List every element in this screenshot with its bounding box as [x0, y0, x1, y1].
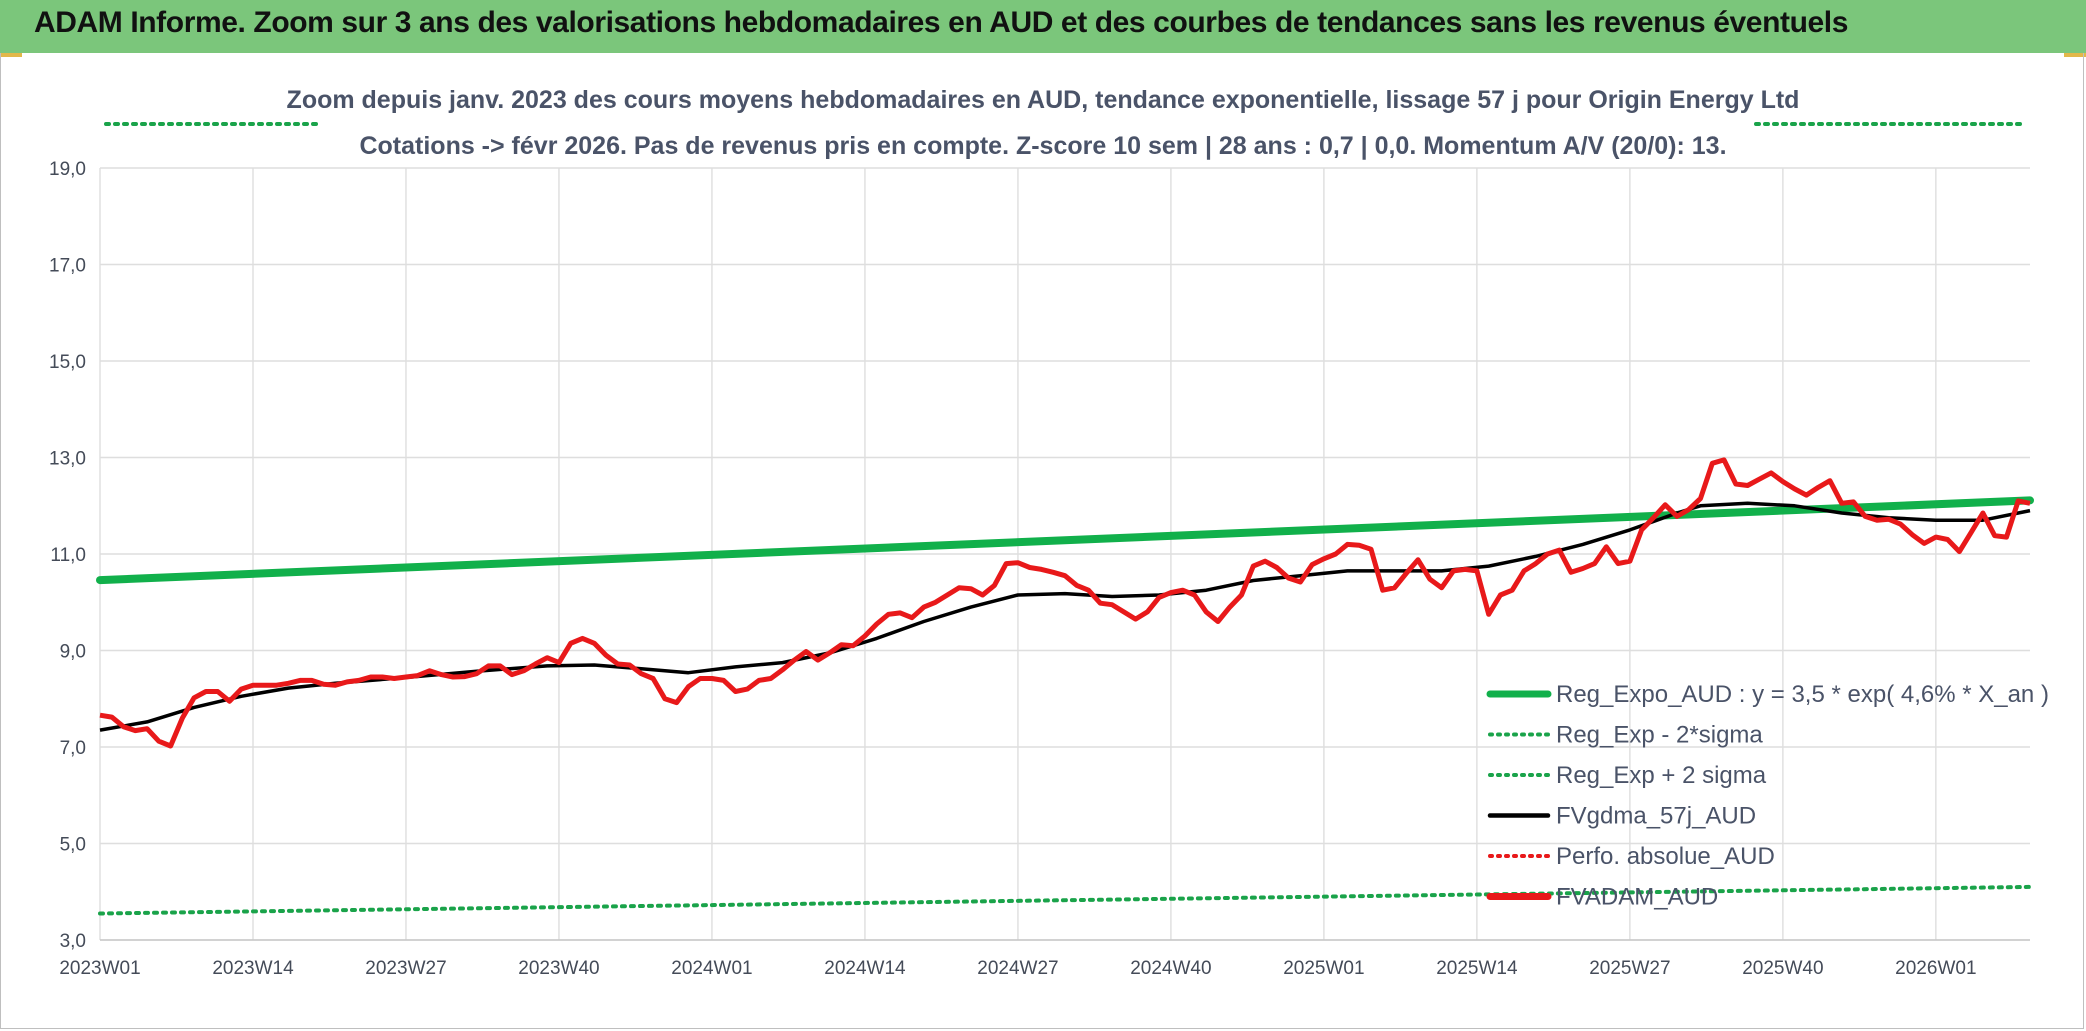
- y-tick-label: 19,0: [49, 159, 86, 180]
- x-tick-label: 2024W40: [1130, 958, 1211, 979]
- legend-item: FVgdma_57j_AUD: [1487, 803, 1756, 830]
- series-reg-expo: [96, 496, 2034, 585]
- x-tick-label: 2023W27: [365, 958, 446, 979]
- x-axis: 2023W01 2023W14 2023W27 2023W40 2024W01 2024W…: [59, 939, 2030, 979]
- header-accent-right: [2064, 53, 2086, 57]
- legend-item: Reg_Expo_AUD : y = 3,5 * exp( 4,6% * X_a…: [1486, 681, 2049, 708]
- x-tick-label: 2023W40: [518, 958, 599, 979]
- x-tick-label: 2024W14: [824, 958, 906, 979]
- header-bar: ADAM Informe. Zoom sur 3 ans des valoris…: [0, 0, 2086, 57]
- y-tick-label: 9,0: [60, 642, 86, 663]
- legend-item: Reg_Exp - 2*sigma: [1488, 722, 1763, 749]
- x-tick-label: 2025W40: [1742, 958, 1823, 979]
- x-tick-label: 2025W14: [1436, 958, 1518, 979]
- chart-subtitle-line-1: Zoom depuis janv. 2023 des cours moyens …: [287, 86, 1800, 114]
- y-tick-label: 15,0: [49, 352, 86, 373]
- legend-label: FVgdma_57j_AUD: [1556, 803, 1756, 830]
- y-tick-label: 5,0: [60, 835, 86, 856]
- grid-layer: [99, 167, 2030, 941]
- series-fvgdma: [99, 501, 2031, 732]
- legend-item: Perfo. absolue_AUD: [1488, 843, 1775, 870]
- legend: Reg_Expo_AUD : y = 3,5 * exp( 4,6% * X_a…: [1486, 681, 2049, 911]
- series-layer: [96, 457, 2034, 916]
- x-tick-label: 2024W01: [671, 958, 752, 979]
- legend-label: FVADAM_AUD: [1556, 884, 1718, 911]
- x-tick-label: 2024W27: [977, 958, 1058, 979]
- legend-item: Reg_Exp + 2 sigma: [1488, 762, 1767, 789]
- x-tick-label: 2023W01: [59, 958, 140, 979]
- x-tick-label: 2025W01: [1283, 958, 1364, 979]
- x-tick-label: 2025W27: [1589, 958, 1670, 979]
- x-tick-label: 2023W14: [212, 958, 294, 979]
- legend-label: Reg_Expo_AUD : y = 3,5 * exp( 4,6% * X_a…: [1556, 681, 2049, 708]
- y-axis: 3,0 5,0 7,0 9,0 11,0 13,0 15,0 17,0 19,0: [49, 159, 86, 952]
- chart-subtitle-line-2: Cotations -> févr 2026. Pas de revenus p…: [359, 132, 1726, 160]
- chart-frame: [0, 53, 2084, 1029]
- y-tick-label: 3,0: [60, 931, 86, 952]
- main-title: ADAM Informe. Zoom sur 3 ans des valoris…: [34, 6, 1849, 39]
- series-fvadam: [99, 457, 2031, 749]
- legend-label: Reg_Exp + 2 sigma: [1556, 762, 1767, 789]
- y-tick-label: 13,0: [49, 449, 86, 470]
- legend-label: Reg_Exp - 2*sigma: [1556, 722, 1763, 749]
- y-tick-label: 17,0: [49, 256, 86, 277]
- y-tick-label: 7,0: [60, 738, 86, 759]
- series-lower-band: [98, 884, 2032, 916]
- legend-label: Perfo. absolue_AUD: [1556, 843, 1775, 870]
- x-tick-label: 2026W01: [1895, 958, 1976, 979]
- y-tick-label: 11,0: [50, 545, 86, 566]
- header-accent-left: [0, 53, 22, 57]
- legend-item: FVADAM_AUD: [1486, 884, 1718, 911]
